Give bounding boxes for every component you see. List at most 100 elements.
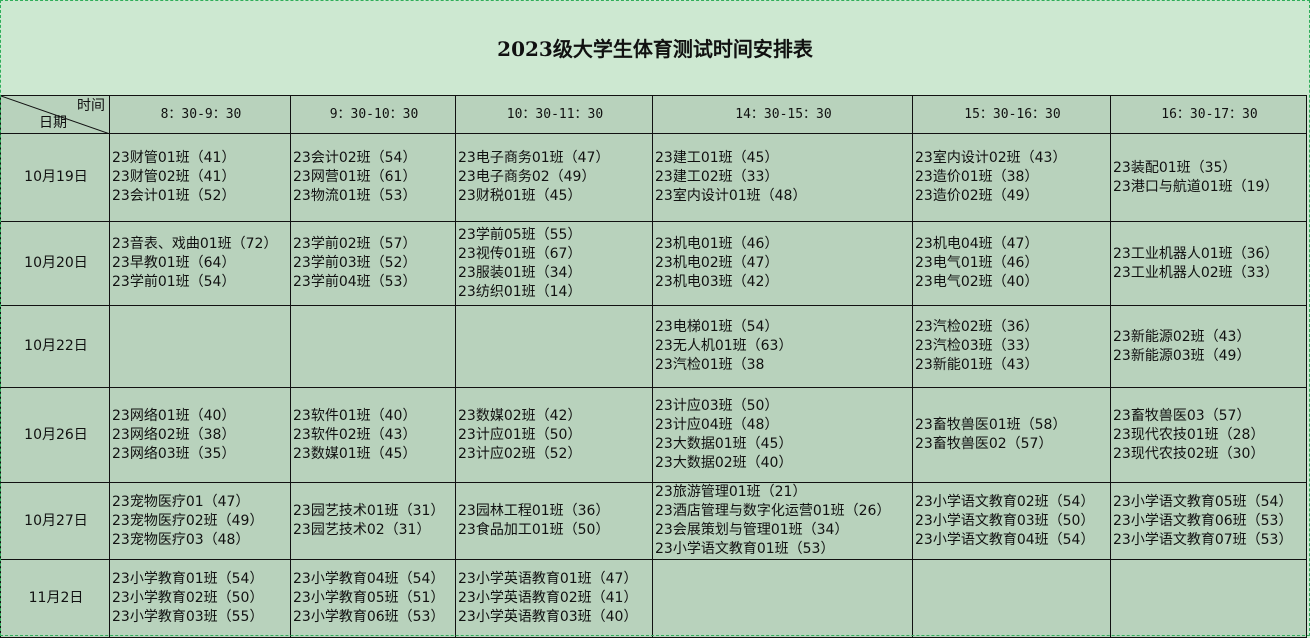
class-entry: 23网络01班（40） <box>112 407 236 424</box>
class-entry: 23小学教育01班（54） <box>112 571 264 587</box>
class-entry: 23新能源02班（43） <box>1113 328 1251 345</box>
class-entry: 23园艺技术02（31） <box>293 522 431 538</box>
schedule-cell[interactable]: 23新能源02班（43） 23新能源03班（49） <box>1110 305 1307 388</box>
date-cell[interactable]: 10月22日 <box>0 305 110 388</box>
schedule-cell[interactable]: 23畜牧兽医01班（58） 23畜牧兽医02（57） <box>912 387 1111 483</box>
class-entry: 23园林工程01班（36） <box>458 503 610 519</box>
corner-header-cell[interactable]: 时间 日期 <box>0 95 110 134</box>
schedule-cell[interactable]: 23财管01班（41） 23财管02班（41） 23会计01班（52） <box>109 133 291 222</box>
schedule-cell[interactable]: 23音表、戏曲01班（72） 23早教01班（64） 23学前01班（54） <box>109 221 291 306</box>
class-entry: 23新能01班（43） <box>915 357 1039 373</box>
class-entry: 23机电03班（42） <box>655 274 779 290</box>
schedule-cell[interactable]: 23小学教育01班（54） 23小学教育02班（50） 23小学教育03班（55） <box>109 559 291 638</box>
class-entry: 23小学语文教育04班（54） <box>915 531 1095 548</box>
schedule-cell[interactable]: 23畜牧兽医03（57） 23现代农技01班（28） 23现代农技02班（30） <box>1110 387 1307 483</box>
class-entry: 23小学教育02班（50） <box>112 590 264 606</box>
class-entry: 23园艺技术01班（31） <box>293 503 445 519</box>
class-entry: 23大数据01班（45） <box>655 436 793 452</box>
class-entry: 23软件01班（40） <box>293 407 417 424</box>
class-entry: 23小学教育03班（55） <box>112 609 264 625</box>
class-entry: 23网络03班（35） <box>112 445 236 462</box>
schedule-cell[interactable]: 23小学语文教育02班（54） 23小学语文教育03班（50） 23小学语文教育04… <box>912 482 1111 560</box>
schedule-cell[interactable]: 23宠物医疗01（47） 23宠物医疗02班（49） 23宠物医疗03（48） <box>109 482 291 560</box>
schedule-cell[interactable]: 23小学语文教育05班（54） 23小学语文教育06班（53） 23小学语文教育07… <box>1110 482 1307 560</box>
schedule-cell[interactable] <box>455 305 653 388</box>
class-entry: 23港口与航道01班（19） <box>1113 178 1279 195</box>
schedule-cell[interactable]: 23园林工程01班（36） 23食品加工01班（50） <box>455 482 653 560</box>
class-entry: 23学前02班（57） <box>293 236 417 252</box>
table-row: 10月19日 23财管01班（41） 23财管02班（41） 23会计01班（52） 2… <box>0 133 1307 222</box>
schedule-cell[interactable] <box>912 559 1111 638</box>
class-entry: 23宠物医疗02班（49） <box>112 512 264 529</box>
class-entry: 23工业机器人02班（33） <box>1113 264 1279 281</box>
class-entry: 23物流01班（53） <box>293 188 417 204</box>
time-slot-header[interactable]: 8：30-9：30 <box>109 95 291 134</box>
schedule-cell[interactable]: 23旅游管理01班（21） 23酒店管理与数字化运营01班（26） 23会展策划与管… <box>652 482 913 560</box>
schedule-cell[interactable]: 23网络01班（40） 23网络02班（38） 23网络03班（35） <box>109 387 291 483</box>
schedule-cell[interactable]: 23电子商务01班（47） 23电子商务02（49） 23财税01班（45） <box>455 133 653 222</box>
date-cell[interactable]: 11月2日 <box>0 559 110 638</box>
schedule-cell[interactable]: 23电梯01班（54） 23无人机01班（63） 23汽检01班（38 <box>652 305 913 388</box>
class-entry: 23计应01班（50） <box>458 426 582 443</box>
time-slot-header[interactable]: 16：30-17：30 <box>1110 95 1307 134</box>
class-entry: 23计应04班（48） <box>655 417 779 433</box>
class-entry: 23电气01班（46） <box>915 255 1039 271</box>
class-entry: 23数媒01班（45） <box>293 445 417 462</box>
class-entry: 23畜牧兽医02（57） <box>915 436 1053 452</box>
schedule-cell[interactable]: 23小学教育04班（54） 23小学教育05班（51） 23小学教育06班（53） <box>290 559 456 638</box>
schedule-cell[interactable]: 23汽检02班（36） 23汽检03班（33） 23新能01班（43） <box>912 305 1111 388</box>
class-entry: 23视传01班（67） <box>458 245 582 262</box>
schedule-cell[interactable]: 23工业机器人01班（36） 23工业机器人02班（33） <box>1110 221 1307 306</box>
schedule-cell[interactable]: 23会计02班（54） 23网营01班（61） 23物流01班（53） <box>290 133 456 222</box>
schedule-cell[interactable]: 23装配01班（35） 23港口与航道01班（19） <box>1110 133 1307 222</box>
schedule-cell[interactable] <box>109 305 291 388</box>
time-slot-header[interactable]: 9：30-10：30 <box>290 95 456 134</box>
class-entry: 23小学英语教育01班（47） <box>458 571 638 587</box>
class-entry: 23汽检03班（33） <box>915 338 1039 354</box>
class-entry: 23造价01班（38） <box>915 169 1039 185</box>
class-entry: 23食品加工01班（50） <box>458 522 610 538</box>
class-entry: 23学前05班（55） <box>458 226 582 243</box>
class-entry: 23小学语文教育06班（53） <box>1113 512 1293 529</box>
schedule-cell[interactable]: 23学前02班（57） 23学前03班（52） 23学前04班（53） <box>290 221 456 306</box>
class-entry: 23小学语文教育07班（53） <box>1113 531 1293 548</box>
class-entry: 23小学教育06班（53） <box>293 609 445 625</box>
class-entry: 23音表、戏曲01班（72） <box>112 236 278 252</box>
class-entry: 23工业机器人01班（36） <box>1113 245 1279 262</box>
class-entry: 23会计01班（52） <box>112 188 236 204</box>
schedule-cell[interactable]: 23数媒02班（42） 23计应01班（50） 23计应02班（52） <box>455 387 653 483</box>
time-axis-label: 时间 <box>77 98 105 114</box>
schedule-cell[interactable]: 23机电04班（47） 23电气01班（46） 23电气02班（40） <box>912 221 1111 306</box>
schedule-cell[interactable]: 23软件01班（40） 23软件02班（43） 23数媒01班（45） <box>290 387 456 483</box>
schedule-cell[interactable]: 23小学英语教育01班（47） 23小学英语教育02班（41） 23小学英语教育03… <box>455 559 653 638</box>
schedule-cell[interactable]: 23机电01班（46） 23机电02班（47） 23机电03班（42） <box>652 221 913 306</box>
class-entry: 23小学英语教育02班（41） <box>458 590 638 606</box>
class-entry: 23建工02班（33） <box>655 169 779 185</box>
class-entry: 23宠物医疗01（47） <box>112 493 250 510</box>
schedule-cell[interactable] <box>1110 559 1307 638</box>
class-entry: 23新能源03班（49） <box>1113 347 1251 364</box>
class-entry: 23机电04班（47） <box>915 236 1039 252</box>
class-entry: 23现代农技01班（28） <box>1113 426 1265 443</box>
date-cell[interactable]: 10月20日 <box>0 221 110 306</box>
class-entry: 23早教01班（64） <box>112 255 236 271</box>
class-entry: 23学前01班（54） <box>112 274 236 290</box>
class-entry: 23纺织01班（14） <box>458 283 582 300</box>
schedule-cell[interactable]: 23建工01班（45） 23建工02班（33） 23室内设计01班（48） <box>652 133 913 222</box>
class-entry: 23酒店管理与数字化运营01班（26） <box>655 503 891 519</box>
schedule-cell[interactable] <box>652 559 913 638</box>
class-entry: 23现代农技02班（30） <box>1113 445 1265 462</box>
class-entry: 23小学语文教育02班（54） <box>915 493 1095 510</box>
class-entry: 23电梯01班（54） <box>655 319 779 335</box>
page-title: 2023级大学生体育测试时间安排表 <box>497 37 813 61</box>
class-entry: 23小学语文教育01班（53） <box>655 541 835 557</box>
class-entry: 23装配01班（35） <box>1113 159 1237 176</box>
class-entry: 23室内设计01班（48） <box>655 188 807 204</box>
date-cell[interactable]: 10月19日 <box>0 133 110 222</box>
time-slot-header[interactable]: 10：30-11：30 <box>455 95 653 134</box>
class-entry: 23畜牧兽医01班（58） <box>915 417 1067 433</box>
class-entry: 23计应03班（50） <box>655 398 779 414</box>
schedule-cell[interactable]: 23学前05班（55） 23视传01班（67） 23服装01班（34） 23纺织01班… <box>455 221 653 306</box>
date-cell[interactable]: 10月26日 <box>0 387 110 483</box>
